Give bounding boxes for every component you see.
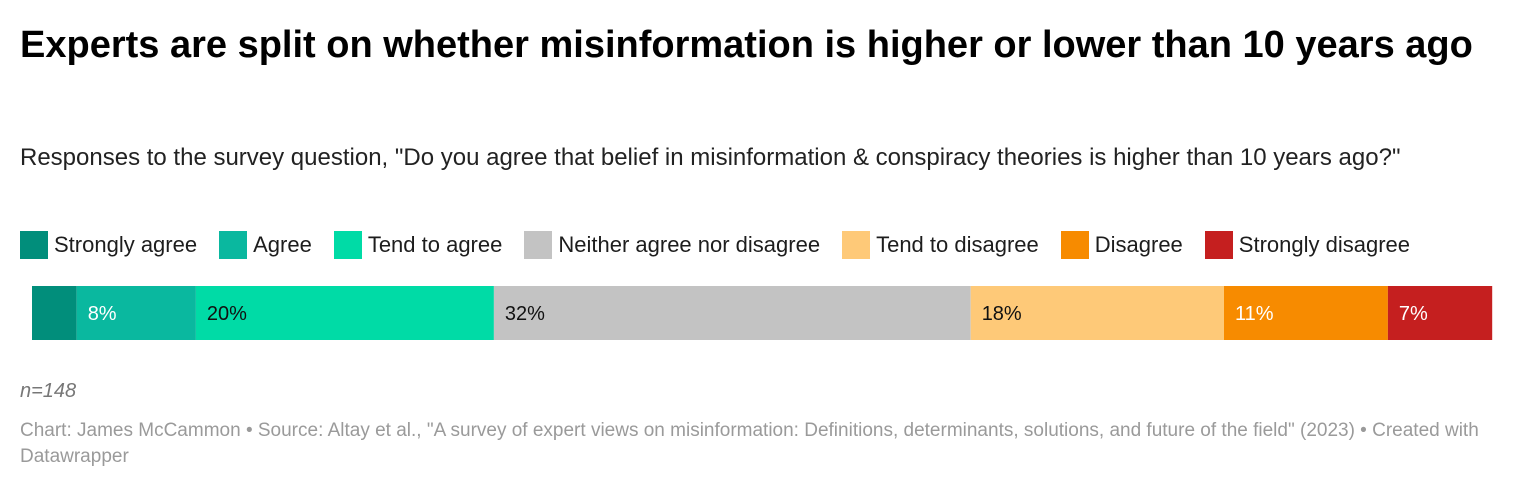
legend-item: Tend to agree	[333, 231, 503, 259]
data-label: 7%	[1399, 303, 1428, 325]
chart-subtitle: Responses to the survey question, "Do yo…	[20, 144, 1401, 171]
legend-swatch	[333, 231, 362, 259]
data-label: 18%	[982, 303, 1022, 325]
chart-title: Experts are split on whether misinformat…	[20, 24, 1473, 66]
legend-label: Neither agree nor disagree	[558, 232, 821, 257]
data-label: 11%	[1235, 303, 1274, 325]
legend-item: Agree	[219, 231, 312, 259]
bar-segment	[493, 286, 971, 340]
sample-size-note: n=148	[20, 380, 77, 402]
chart-footer: Chart: James McCammon • Source: Altay et…	[20, 420, 1479, 467]
bar-segment	[76, 286, 196, 340]
legend-swatch	[524, 231, 553, 259]
legend-item: Disagree	[1060, 231, 1183, 259]
data-label: 32%	[505, 303, 545, 325]
legend-item: Strongly disagree	[1204, 231, 1411, 259]
legend-swatch	[842, 231, 871, 259]
chart-legend: Strongly agree Agree Tend to agree Neither …	[20, 230, 1432, 260]
legend-swatch	[20, 231, 48, 259]
legend-item: Tend to disagree	[842, 231, 1039, 259]
legend-label: Strongly agree	[54, 232, 198, 257]
legend-item: Strongly agree	[20, 231, 197, 259]
legend-label: Agree	[253, 232, 312, 257]
bar-segment	[970, 286, 1224, 340]
legend-label: Tend to agree	[367, 232, 503, 257]
bar-segment	[32, 286, 77, 340]
legend-label: Strongly disagree	[1238, 232, 1411, 257]
data-label: 8%	[88, 303, 117, 325]
legend-label: Tend to disagree	[876, 232, 1039, 257]
bar-segment	[1224, 286, 1388, 340]
bar-segment	[1387, 286, 1493, 340]
data-label: 20%	[207, 303, 247, 325]
legend-swatch	[219, 231, 248, 259]
legend-swatch	[1060, 231, 1089, 259]
bar-segment	[195, 286, 494, 340]
legend-item: Neither agree nor disagree	[524, 231, 820, 259]
legend-swatch	[1204, 231, 1233, 259]
legend-label: Disagree	[1094, 232, 1183, 257]
